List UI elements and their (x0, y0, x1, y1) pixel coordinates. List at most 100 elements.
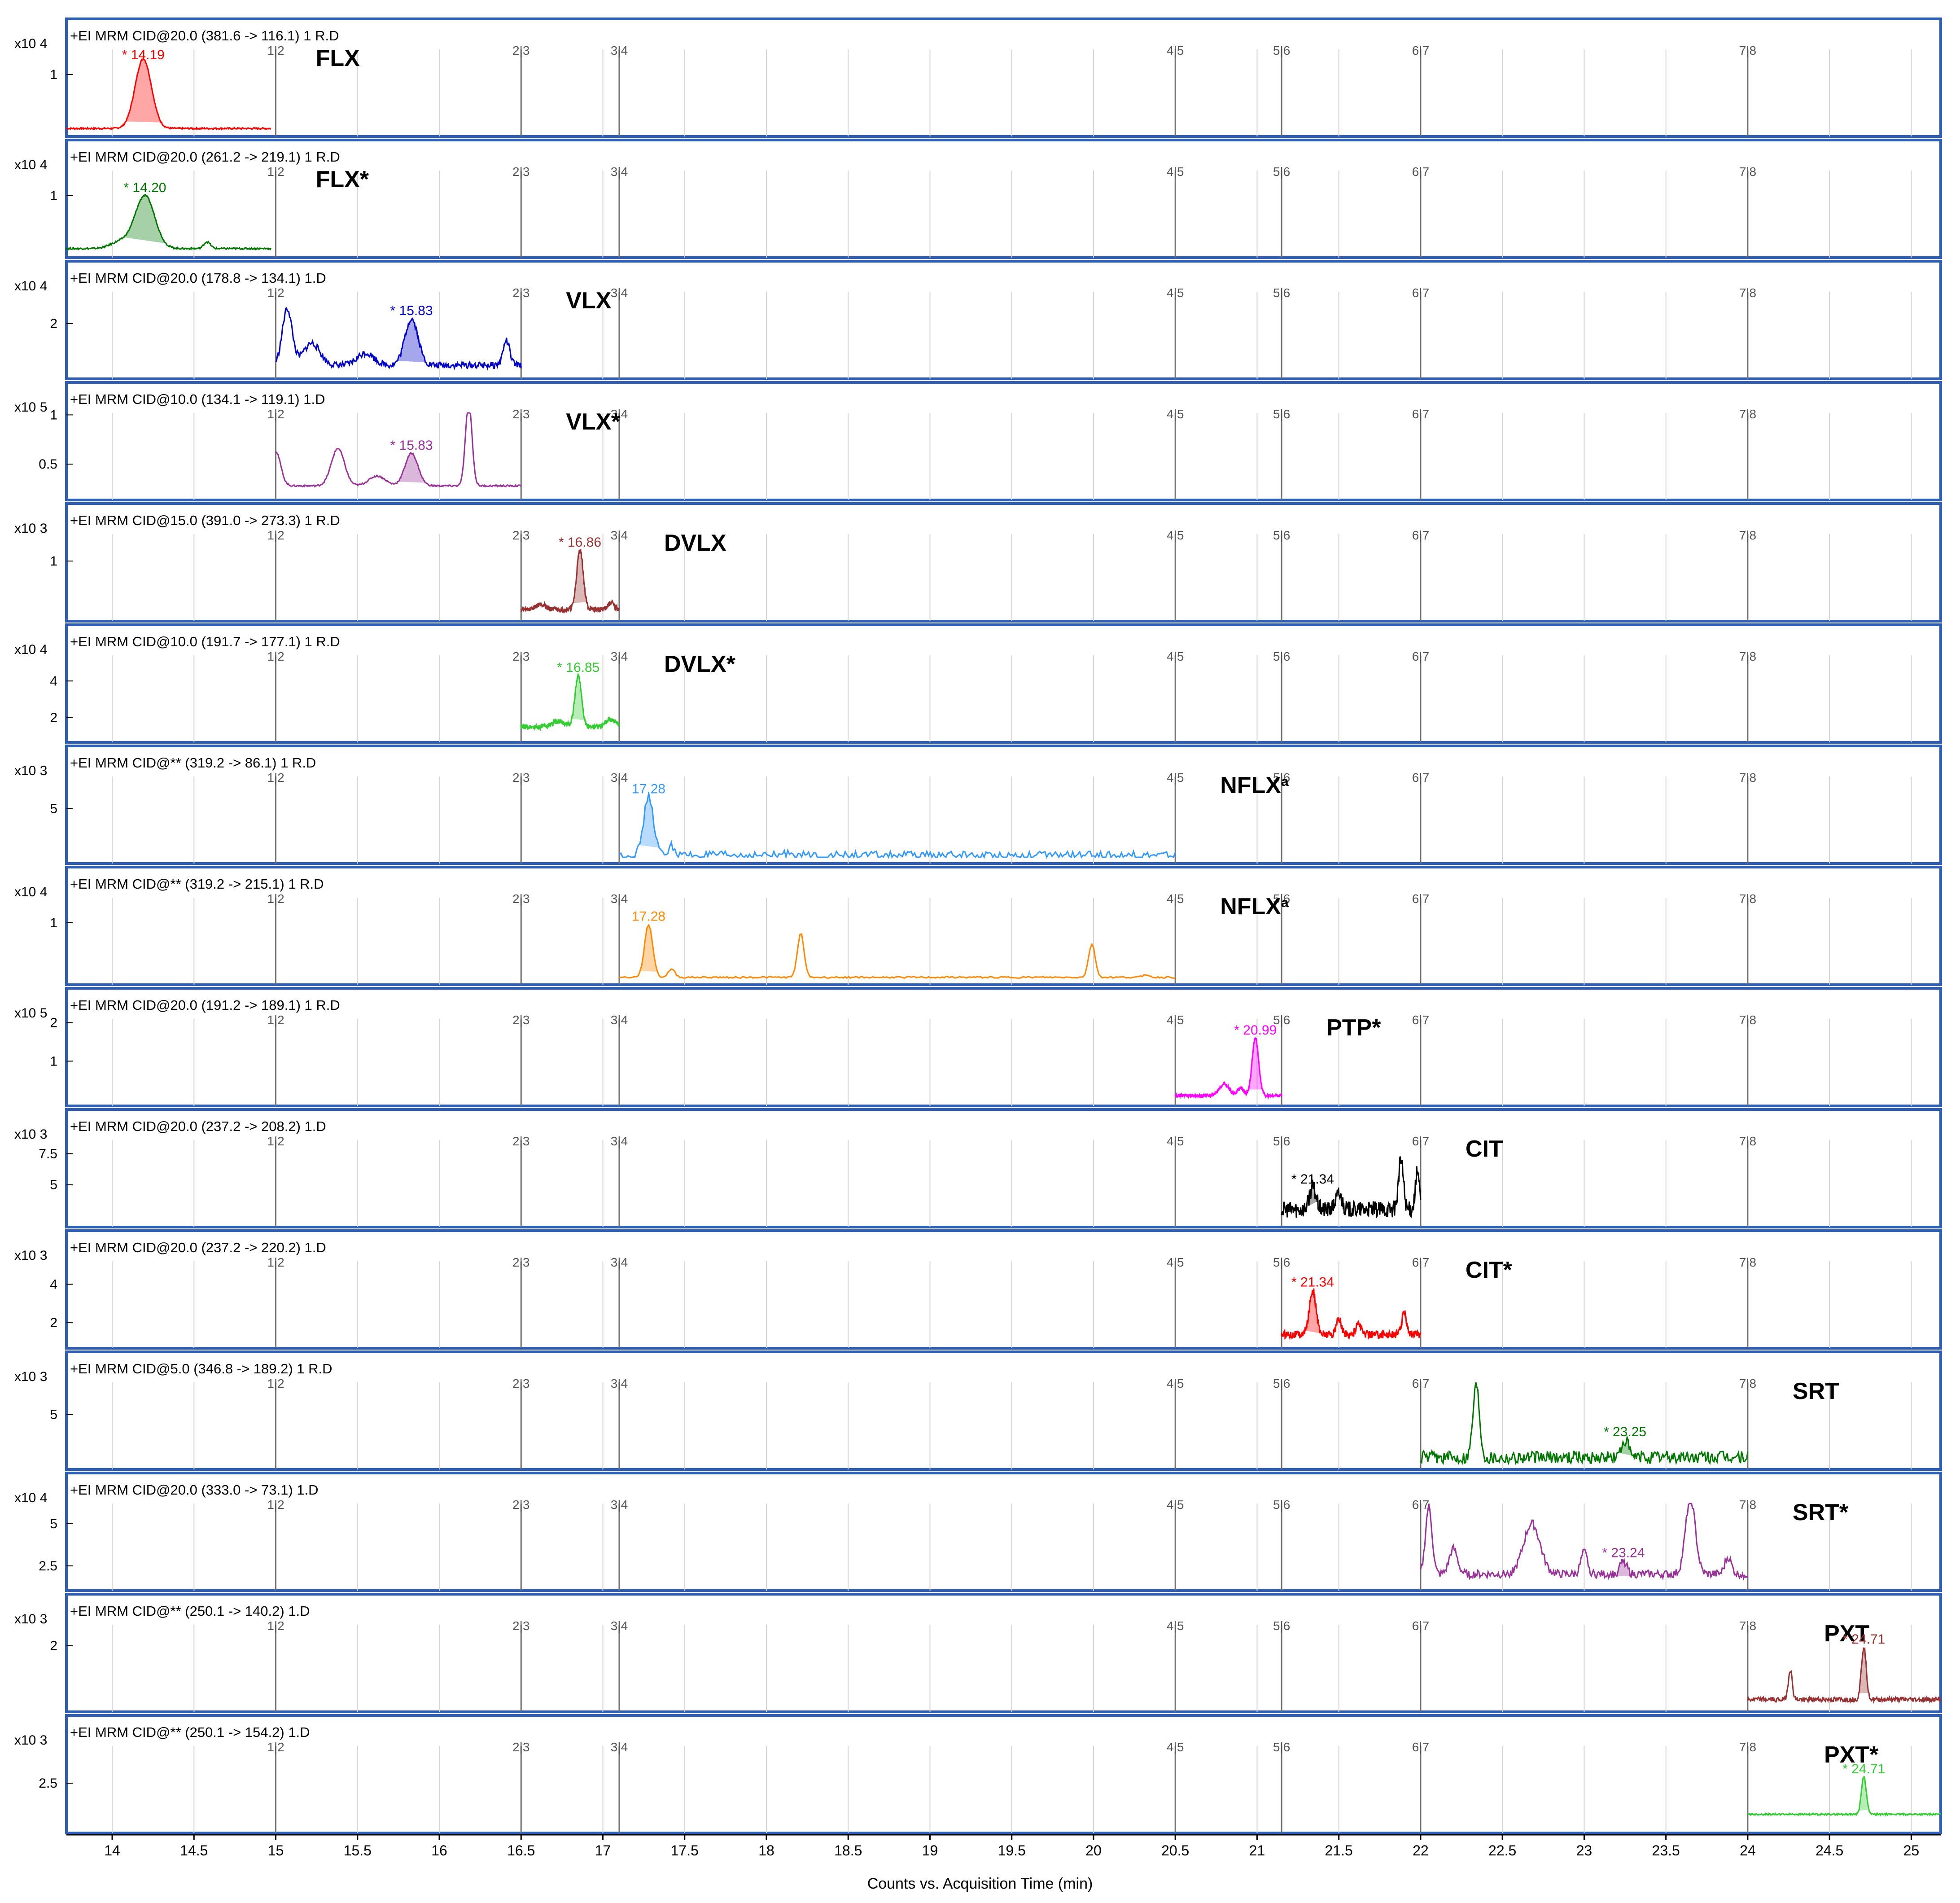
segment-label: 3|4 (611, 1013, 628, 1027)
peak-label: * 15.83 (390, 438, 433, 453)
panel-title: +EI MRM CID@20.0 (178.8 -> 134.1) 1.D (70, 270, 326, 286)
segment-label: 5|6 (1273, 286, 1290, 300)
y-tick-label: 2.5 (39, 1559, 57, 1574)
segment-label: 4|5 (1167, 1134, 1184, 1148)
segment-label: 2|3 (512, 1498, 529, 1512)
segment-label: 7|8 (1739, 771, 1756, 785)
trace-line (1281, 1288, 1422, 1341)
segment-label: 7|8 (1739, 1740, 1756, 1754)
segment-label: 6|7 (1412, 892, 1429, 906)
trace-line (1747, 1646, 1942, 1704)
segment-label: 3|4 (611, 1740, 628, 1754)
panel-title: +EI MRM CID@20.0 (191.2 -> 189.1) 1 R.D (70, 997, 340, 1013)
y-exponent: x10 4 (14, 642, 47, 657)
x-tick-label: 22.5 (1488, 1842, 1516, 1859)
panel-frame-12 (65, 1351, 1942, 1471)
x-tick-label: 20 (1085, 1842, 1102, 1859)
y-tick-label: 1 (50, 916, 57, 930)
compound-label: PTP* (1326, 1015, 1381, 1041)
x-tick-label: 18.5 (834, 1842, 862, 1859)
segment-label: 1|2 (267, 44, 284, 57)
segment-label: 5|6 (1273, 165, 1290, 179)
segment-label: 2|3 (512, 286, 529, 300)
panel-frame-3 (65, 260, 1942, 380)
y-tick-label: 1 (50, 1054, 57, 1069)
y-exponent: x10 4 (14, 885, 47, 899)
segment-label: 1|2 (267, 407, 284, 421)
x-tick-label: 17 (595, 1842, 611, 1859)
peak-area (1859, 1776, 1869, 1811)
panel-frame-1 (65, 18, 1942, 138)
segment-label: 6|7 (1412, 1619, 1429, 1633)
x-tick-label: 19 (922, 1842, 938, 1859)
segment-label: 5|6 (1273, 892, 1290, 906)
x-tick-label: 14 (104, 1842, 120, 1859)
segment-label: 6|7 (1412, 165, 1429, 179)
segment-label: 5|6 (1273, 649, 1290, 663)
peak-area (1248, 1038, 1263, 1090)
segment-label: 4|5 (1167, 1498, 1184, 1512)
segment-label: 7|8 (1739, 165, 1756, 179)
y-tick-label: 2 (50, 1016, 57, 1030)
segment-label: 7|8 (1739, 1498, 1756, 1512)
segment-label: 1|2 (267, 1255, 284, 1269)
compound-label: CIT* (1466, 1257, 1513, 1283)
compound-label: VLX* (566, 409, 621, 435)
segment-label: 3|4 (611, 1619, 628, 1633)
segment-label: 4|5 (1167, 892, 1184, 906)
panel-title: +EI MRM CID@** (319.2 -> 215.1) 1 R.D (70, 876, 324, 892)
panel-frame-2 (65, 139, 1942, 259)
segment-label: 5|6 (1273, 1134, 1290, 1148)
segment-label: 1|2 (267, 892, 284, 906)
segment-label: 6|7 (1412, 1013, 1429, 1027)
compound-label: DVLX* (664, 651, 736, 677)
segment-label: 2|3 (512, 1619, 529, 1633)
segment-label: 7|8 (1739, 1013, 1756, 1027)
segment-label: 3|4 (611, 407, 628, 421)
segment-label: 5|6 (1273, 1619, 1290, 1633)
x-tick-label: 22 (1413, 1842, 1429, 1859)
compound-label: PXT (1824, 1621, 1869, 1647)
segment-label: 3|4 (611, 1498, 628, 1512)
segment-label: 7|8 (1739, 407, 1756, 421)
segment-label: 1|2 (267, 1740, 284, 1754)
compound-label: SRT (1793, 1378, 1839, 1404)
segment-label: 4|5 (1167, 1619, 1184, 1633)
peak-label: * 16.85 (557, 660, 599, 675)
y-tick-label: 1 (50, 189, 57, 203)
compound-label: NFLXa (1220, 894, 1289, 920)
trace-line (66, 57, 271, 131)
trace-line (66, 193, 271, 251)
segment-label: 4|5 (1167, 771, 1184, 785)
peak-label: * 15.83 (390, 303, 433, 318)
y-tick-label: 2 (50, 1639, 57, 1653)
compound-label: FLX* (316, 167, 369, 193)
peak-label: * 23.25 (1604, 1425, 1646, 1439)
panel-frame-5 (65, 502, 1942, 623)
segment-label: 5|6 (1273, 1740, 1290, 1754)
x-tick-label: 25 (1903, 1842, 1920, 1859)
y-tick-label: 0.5 (39, 457, 57, 472)
peak-label: * 23.24 (1602, 1546, 1645, 1561)
panel-title: +EI MRM CID@15.0 (391.0 -> 273.3) 1 R.D (70, 513, 340, 528)
panel-title: +EI MRM CID@10.0 (134.1 -> 119.1) 1.D (70, 391, 325, 407)
x-tick-label: 21 (1249, 1842, 1265, 1859)
x-tick-label: 15.5 (344, 1842, 372, 1859)
segment-label: 1|2 (267, 1134, 284, 1148)
segment-label: 2|3 (512, 1134, 529, 1148)
y-exponent: x10 4 (14, 36, 47, 51)
segment-label: 4|5 (1167, 44, 1184, 57)
y-tick-label: 2.5 (39, 1776, 57, 1791)
segment-label: 6|7 (1412, 44, 1429, 57)
x-tick-label: 23.5 (1652, 1842, 1680, 1859)
y-tick-label: 2 (50, 1315, 57, 1330)
peak-area (126, 59, 161, 123)
segment-label: 5|6 (1273, 1498, 1290, 1512)
segment-label: 3|4 (611, 165, 628, 179)
segment-label: 4|5 (1167, 165, 1184, 179)
segment-label: 1|2 (267, 528, 284, 542)
segment-label: 3|4 (611, 1255, 628, 1269)
panel-frame-15 (65, 1714, 1942, 1834)
trace-line (619, 793, 1176, 860)
segment-label: 1|2 (267, 771, 284, 785)
